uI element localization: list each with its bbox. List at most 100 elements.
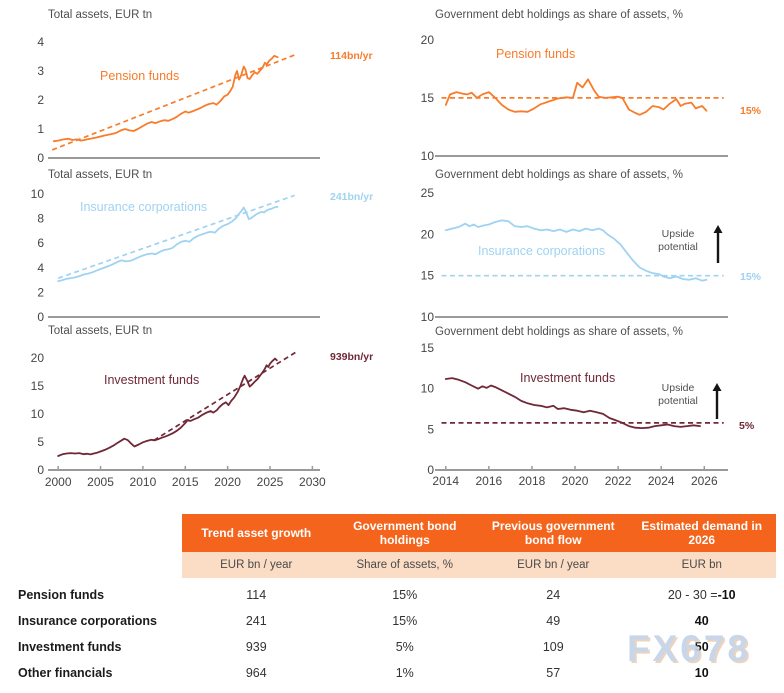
svg-text:2010: 2010 bbox=[130, 475, 157, 489]
svg-text:2018: 2018 bbox=[519, 474, 546, 488]
svg-text:2026: 2026 bbox=[691, 474, 718, 488]
column-unit: Share of assets, % bbox=[330, 552, 479, 578]
demand-value: 10 bbox=[694, 666, 709, 680]
svg-text:1: 1 bbox=[37, 122, 44, 136]
demand-value: 40 bbox=[694, 614, 709, 628]
svg-text:0: 0 bbox=[37, 463, 44, 477]
svg-text:939bn/yr: 939bn/yr bbox=[330, 351, 373, 363]
svg-text:5%: 5% bbox=[739, 420, 755, 432]
svg-text:15%: 15% bbox=[740, 271, 762, 283]
svg-text:10: 10 bbox=[421, 149, 435, 163]
svg-text:2015: 2015 bbox=[172, 475, 199, 489]
table-cell: 939 bbox=[245, 640, 267, 654]
table-corner bbox=[16, 514, 182, 552]
summary-table: Trend asset growth Government bond holdi… bbox=[16, 514, 776, 686]
svg-text:114bn/yr: 114bn/yr bbox=[330, 50, 373, 62]
svg-text:20: 20 bbox=[31, 351, 45, 365]
demand-formula: 20 - 30 = bbox=[667, 588, 718, 602]
column-header: Trend asset growth bbox=[182, 514, 331, 552]
svg-text:2022: 2022 bbox=[605, 474, 632, 488]
svg-text:Pension funds: Pension funds bbox=[496, 47, 575, 61]
chart-pension-funds-total-assets: Total assets, EUR tn 0 1 2 3 4 Pension funds 11… bbox=[37, 9, 373, 165]
svg-text:10: 10 bbox=[421, 382, 435, 396]
chart-insurance-corporations-total-assets: Total assets, EUR tn 0 2 4 6 8 10 Insurance cor… bbox=[31, 169, 374, 324]
svg-text:potential: potential bbox=[658, 395, 698, 407]
svg-text:2020: 2020 bbox=[214, 475, 241, 489]
svg-text:Government debt holdings as sh: Government debt holdings as share of ass… bbox=[435, 9, 683, 21]
chart-investment-funds-total-assets: Total assets, EUR tn 0 5 10 15 20 2000 2005 2010… bbox=[31, 325, 374, 489]
table-cell-demand: 50 bbox=[628, 634, 777, 660]
svg-text:20: 20 bbox=[421, 33, 435, 47]
table-cell: 15% bbox=[392, 614, 418, 628]
svg-text:potential: potential bbox=[658, 241, 698, 253]
svg-text:2000: 2000 bbox=[45, 475, 72, 489]
svg-text:3: 3 bbox=[37, 64, 44, 78]
column-unit: EUR bn bbox=[627, 552, 776, 578]
svg-text:Investment funds: Investment funds bbox=[520, 371, 615, 385]
row-label: Other financials bbox=[18, 666, 113, 680]
svg-text:6: 6 bbox=[37, 236, 44, 250]
svg-text:2016: 2016 bbox=[476, 474, 503, 488]
demand-value: 50 bbox=[694, 640, 709, 654]
table-cell: 57 bbox=[546, 666, 561, 680]
svg-text:4: 4 bbox=[37, 35, 44, 49]
svg-text:2020: 2020 bbox=[562, 474, 589, 488]
svg-text:2030: 2030 bbox=[299, 475, 326, 489]
row-label: Insurance corporations bbox=[18, 614, 157, 628]
table-cell: 1% bbox=[395, 666, 414, 680]
svg-text:15: 15 bbox=[421, 341, 435, 355]
svg-text:0: 0 bbox=[37, 151, 44, 165]
svg-text:4: 4 bbox=[37, 261, 44, 275]
column-unit: EUR bn / year bbox=[479, 552, 628, 578]
svg-text:15%: 15% bbox=[740, 105, 762, 117]
svg-text:2: 2 bbox=[37, 285, 44, 299]
svg-text:10: 10 bbox=[31, 187, 45, 201]
svg-text:10: 10 bbox=[421, 310, 435, 324]
svg-text:15: 15 bbox=[421, 91, 435, 105]
table-cell-demand: 10 bbox=[628, 660, 777, 686]
svg-text:Investment funds: Investment funds bbox=[104, 373, 199, 387]
svg-text:25: 25 bbox=[421, 186, 435, 200]
svg-text:Total assets, EUR tn: Total assets, EUR tn bbox=[48, 9, 152, 21]
chart-insurance-corporations-debt-share: Government debt holdings as share of ass… bbox=[421, 169, 762, 324]
table-cell: 114 bbox=[246, 588, 267, 602]
svg-text:2014: 2014 bbox=[432, 474, 459, 488]
table-cell-demand: 40 bbox=[628, 608, 777, 634]
svg-text:2: 2 bbox=[37, 93, 44, 107]
svg-text:Upside: Upside bbox=[662, 382, 695, 394]
svg-text:Government debt holdings as sh: Government debt holdings as share of ass… bbox=[435, 169, 683, 181]
svg-text:15: 15 bbox=[421, 269, 435, 283]
svg-text:Total assets, EUR tn: Total assets, EUR tn bbox=[48, 169, 152, 181]
svg-text:10: 10 bbox=[31, 407, 45, 421]
table-corner bbox=[16, 552, 182, 578]
table-cell: 5% bbox=[395, 640, 414, 654]
table-cell: 964 bbox=[245, 666, 267, 680]
table-cell: 15% bbox=[392, 588, 418, 602]
svg-text:Total assets, EUR tn: Total assets, EUR tn bbox=[48, 325, 152, 337]
column-header: Government bond holdings bbox=[330, 514, 479, 552]
svg-text:2024: 2024 bbox=[648, 474, 675, 488]
table-cell-demand: 20 - 30 = -10 bbox=[628, 582, 777, 608]
svg-text:2005: 2005 bbox=[87, 475, 114, 489]
svg-text:15: 15 bbox=[31, 379, 45, 393]
svg-text:Pension funds: Pension funds bbox=[100, 69, 179, 83]
chart-pension-funds-debt-share: Government debt holdings as share of ass… bbox=[421, 9, 762, 163]
svg-text:Upside: Upside bbox=[662, 228, 695, 240]
svg-text:241bn/yr: 241bn/yr bbox=[330, 191, 373, 203]
svg-text:Insurance corporations: Insurance corporations bbox=[478, 244, 605, 258]
chart-investment-funds-debt-share: Government debt holdings as share of ass… bbox=[421, 326, 755, 488]
svg-text:0: 0 bbox=[427, 463, 434, 477]
svg-text:20: 20 bbox=[421, 227, 435, 241]
row-label: Investment funds bbox=[18, 640, 122, 654]
svg-text:8: 8 bbox=[37, 212, 44, 226]
column-header: Previous government bond flow bbox=[479, 514, 628, 552]
table-cell: 109 bbox=[542, 640, 564, 654]
table-cell: 241 bbox=[245, 614, 267, 628]
column-unit: EUR bn / year bbox=[182, 552, 331, 578]
column-header: Estimated demand in 2026 bbox=[627, 514, 776, 552]
svg-text:2025: 2025 bbox=[257, 475, 284, 489]
row-label: Pension funds bbox=[18, 588, 105, 602]
svg-text:0: 0 bbox=[37, 310, 44, 324]
demand-value: -10 bbox=[717, 588, 736, 602]
